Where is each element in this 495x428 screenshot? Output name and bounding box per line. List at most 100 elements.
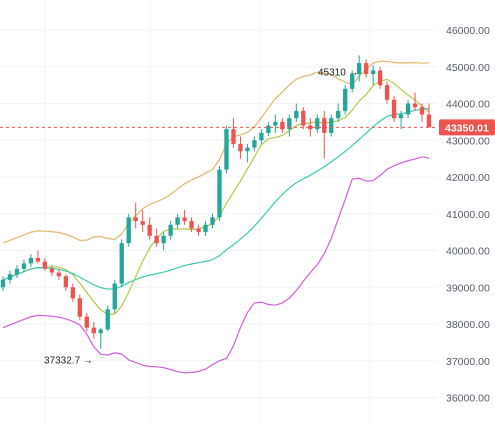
candle-body <box>182 217 187 222</box>
y-tick-label: 37000.00 <box>446 356 490 368</box>
candle <box>91 322 96 339</box>
candle-body <box>336 110 341 119</box>
candle <box>42 257 48 271</box>
candle <box>391 96 397 122</box>
candle-body <box>112 283 117 310</box>
candle-body <box>196 228 201 233</box>
candle <box>315 114 320 133</box>
candle-body <box>98 329 103 334</box>
candle <box>168 221 173 240</box>
candle-body <box>28 257 34 264</box>
candle-body <box>398 114 404 119</box>
candle-body <box>370 70 376 75</box>
candle-body <box>14 268 20 275</box>
candle <box>126 213 131 247</box>
candle-body <box>315 118 320 130</box>
price-axis[interactable]: 46000.00 45000.00 44000.00 43000.00 42000.00… <box>439 25 495 405</box>
candle-body <box>119 243 124 284</box>
candle-body <box>412 103 418 108</box>
candle <box>35 250 41 264</box>
moving-average-long-line <box>2 108 430 290</box>
candle-body <box>168 224 173 236</box>
candle-body <box>377 70 383 86</box>
candle <box>301 107 306 130</box>
candle <box>412 92 418 111</box>
candle-body <box>350 74 355 89</box>
candle-body <box>273 121 278 126</box>
candle <box>370 64 376 86</box>
candle <box>189 217 194 233</box>
candle <box>70 283 76 302</box>
candle-body <box>426 114 432 128</box>
candle-body <box>91 327 96 334</box>
candle <box>105 305 110 332</box>
candle <box>356 55 362 82</box>
candle-body <box>70 287 76 299</box>
candle <box>56 268 62 280</box>
candle <box>175 213 180 229</box>
candle-body <box>384 85 390 100</box>
candle-body <box>63 276 69 288</box>
moving-average-short-line <box>2 78 430 316</box>
candle <box>21 259 27 273</box>
candle-layer <box>0 55 432 349</box>
candle-body <box>49 268 55 273</box>
candle <box>273 114 278 133</box>
candle <box>217 165 222 222</box>
candle-body <box>133 217 138 222</box>
candle <box>363 59 369 78</box>
candle-body <box>259 132 264 141</box>
bollinger-lower-line <box>2 156 430 374</box>
candle-body <box>7 274 13 280</box>
candle-body <box>56 272 62 277</box>
candle <box>147 217 152 240</box>
candle <box>336 103 341 122</box>
annotation-layer: 45310 → 37332.7 → <box>44 67 359 366</box>
candle-body <box>245 147 250 152</box>
bollinger-band-layer <box>2 60 430 374</box>
candle-body <box>266 125 271 133</box>
candle-body <box>287 118 292 130</box>
y-tick-label: 36000.00 <box>446 393 490 405</box>
candle <box>377 66 383 89</box>
candle-body <box>210 217 215 225</box>
candle <box>245 143 250 163</box>
candle <box>63 274 69 291</box>
candle-body <box>189 221 194 229</box>
candle-body <box>126 217 131 244</box>
candle-body <box>363 63 369 75</box>
candle-body <box>154 235 159 244</box>
candle <box>266 121 271 137</box>
candle-body <box>140 221 145 225</box>
candle-body <box>329 118 334 133</box>
y-tick-label: 45000.00 <box>446 62 490 74</box>
candle-body <box>252 140 257 148</box>
candle <box>119 239 124 288</box>
candle <box>7 270 13 284</box>
candle-body <box>301 110 306 126</box>
candle <box>322 110 327 159</box>
candle-body <box>203 224 208 233</box>
candle <box>161 232 166 251</box>
current-price-label: 43350.01 <box>445 122 489 134</box>
candle-body <box>77 298 82 317</box>
current-price-badge <box>439 119 495 136</box>
candle <box>77 294 82 321</box>
y-tick-label: 41000.00 <box>446 209 490 221</box>
candle-body <box>35 257 41 262</box>
candle-body <box>322 118 327 133</box>
candle <box>14 265 20 279</box>
candle-body <box>419 107 425 115</box>
candle <box>419 103 425 122</box>
y-tick-label: 46000.00 <box>446 25 490 37</box>
candle-body <box>308 125 313 130</box>
candle <box>224 125 229 174</box>
candle <box>133 202 138 229</box>
candle-body <box>294 110 299 119</box>
candle <box>49 265 55 277</box>
candle <box>329 114 334 137</box>
candle <box>0 276 6 291</box>
candle <box>350 70 355 93</box>
candle <box>384 81 390 104</box>
candle <box>231 118 236 148</box>
